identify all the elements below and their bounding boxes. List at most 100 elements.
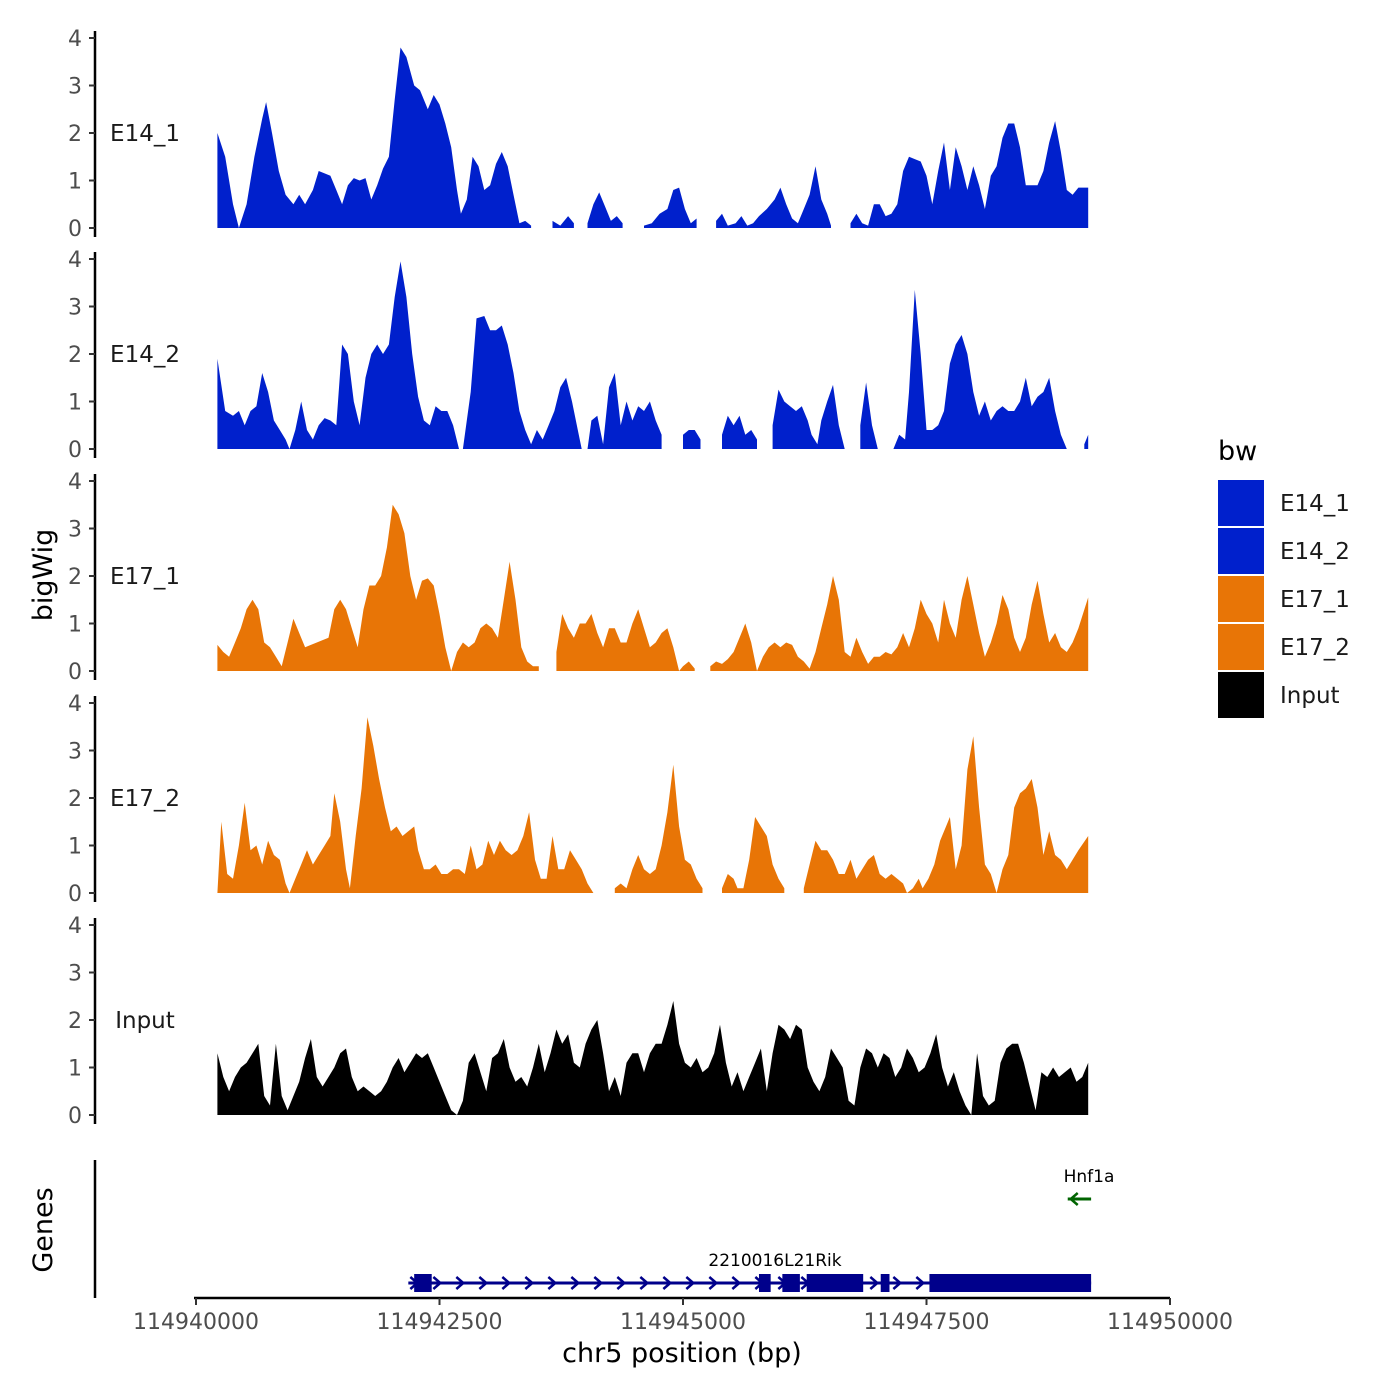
coverage-area [683,430,701,449]
strand-arrow [662,1276,673,1290]
exon [782,1274,800,1292]
track-label: Input [115,1008,175,1034]
y-tick-label: 4 [68,692,82,717]
legend-label: Input [1280,683,1340,709]
y-tick-label: 1 [68,613,82,638]
coverage-area [217,47,532,228]
y-tick-label: 3 [68,740,82,765]
coverage-area [614,764,703,893]
y-tick-label: 4 [68,27,82,52]
track-label: E17_1 [110,564,180,590]
strand-arrow [1068,1192,1079,1206]
x-tick-label: 114940000 [133,1310,259,1335]
coverage-area [217,1001,1089,1115]
strand-arrow [570,1276,581,1290]
coverage-area [860,382,878,449]
legend-label: E14_2 [1280,539,1350,565]
coverage-area [552,216,574,228]
exon [880,1274,890,1292]
y-tick-label: 3 [68,75,82,100]
y-tick-label: 3 [68,518,82,543]
strand-arrow [892,1276,903,1290]
y-tick-label: 1 [68,170,82,195]
y-tick-label: 2 [68,1009,82,1034]
gene-label: Hnf1a [1064,1167,1115,1187]
y-tick-label: 2 [68,343,82,368]
legend-key-Input [1218,672,1264,718]
gene-track: 2210016L21Rik Hnf1a [93,1160,1115,1298]
exon [758,1274,771,1292]
coverage-area [217,261,662,449]
x-tick-label: 114950000 [1107,1310,1233,1335]
y-tick-label: 0 [68,660,82,685]
coverage-area [722,415,757,449]
track-E17_2: 0 1 2 3 4 E17_2 [68,692,1089,907]
legend-key-E14_1 [1218,480,1264,526]
exon [929,1274,1092,1292]
coverage-area [556,609,695,671]
coverage-area [772,384,845,449]
strand-arrow [639,1276,650,1290]
legend-key-E14_2 [1218,528,1264,574]
exon [806,1274,864,1292]
track-Input: 0 1 2 3 4 Input [68,914,1089,1129]
x-axis-title: chr5 position (bp) [562,1338,802,1369]
strand-arrow [915,1276,926,1290]
y-tick-label: 0 [68,438,82,463]
track-label: E14_2 [110,342,180,368]
x-tick-label: 114942500 [377,1310,503,1335]
genes-axis-title: Genes [28,1187,59,1272]
legend-title: bw [1218,436,1257,467]
y-tick-label: 0 [68,217,82,242]
track-label: E14_1 [110,121,180,147]
legend-label: E14_1 [1280,491,1350,517]
strand-arrow [524,1276,535,1290]
legend-key-E17_2 [1218,624,1264,670]
y-tick-label: 0 [68,882,82,907]
strand-arrow [616,1276,627,1290]
y-tick-label: 2 [68,787,82,812]
y-tick-label: 4 [68,248,82,273]
coverage-area [850,121,1089,228]
coverage-area [710,576,1089,671]
y-axis-title: bigWig [28,529,59,622]
strand-arrow [455,1276,466,1290]
coverage-area [217,717,594,893]
strand-arrow [501,1276,512,1290]
y-tick-label: 0 [68,1104,82,1129]
x-tick-label: 114947500 [864,1310,990,1335]
y-tick-label: 1 [68,1057,82,1082]
coverage-tracks: 0 1 2 3 4 E14_1 0 1 2 3 4 E14_2 0 1 2 3 4 E17_1 0 1 2 3 4 E17_2… [68,27,1089,1129]
gene-Hnf1a: Hnf1a [1064,1167,1115,1206]
track-label: E17_2 [110,786,180,812]
strand-arrow [685,1276,696,1290]
strand-arrow [547,1276,558,1290]
y-tick-label: 1 [68,835,82,860]
coverage-area [644,187,697,228]
y-tick-label: 4 [68,914,82,939]
strand-arrow [708,1276,719,1290]
strand-arrow [869,1276,880,1290]
legend-label: E17_1 [1280,587,1350,613]
track-E14_2: 0 1 2 3 4 E14_2 [68,248,1089,463]
coverage-area [722,817,785,893]
coverage-area [716,166,831,228]
track-E14_1: 0 1 2 3 4 E14_1 [68,27,1089,242]
y-tick-label: 2 [68,565,82,590]
y-tick-label: 1 [68,391,82,416]
coverage-area [893,289,1067,449]
legend: E14_1 E14_2 E17_1 E17_2 Input [1218,480,1350,718]
y-tick-label: 4 [68,470,82,495]
exon [414,1274,432,1292]
y-tick-label: 2 [68,122,82,147]
y-tick-label: 3 [68,296,82,321]
strand-arrow [478,1276,489,1290]
strand-arrow [731,1276,742,1290]
legend-key-E17_1 [1218,576,1264,622]
coverage-area [803,736,1089,893]
track-E17_1: 0 1 2 3 4 E17_1 [68,470,1089,685]
y-tick-label: 3 [68,962,82,987]
coverage-area [587,192,623,228]
coverage-area [1084,434,1089,449]
